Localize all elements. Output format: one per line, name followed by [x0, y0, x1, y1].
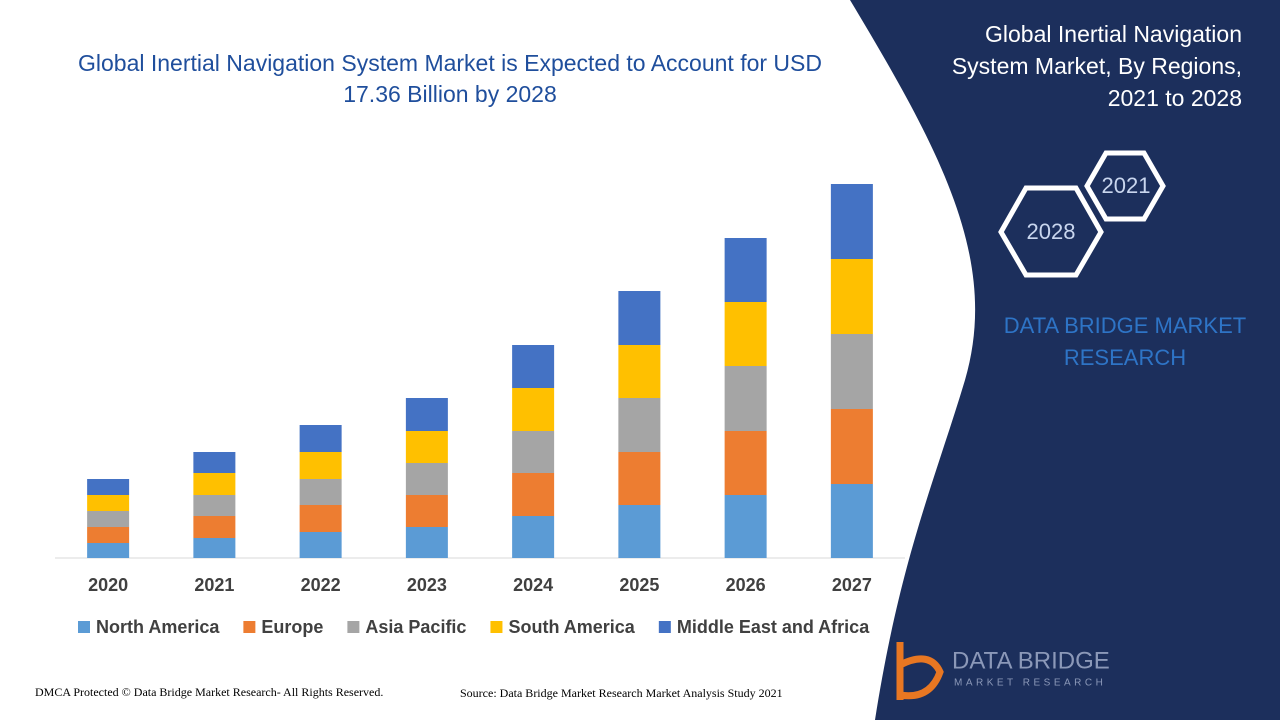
legend-label: North America [96, 617, 220, 637]
chart-title: Global Inertial Navigation System Market… [78, 50, 822, 107]
legend-label: Middle East and Africa [677, 617, 870, 637]
bar-segment [618, 452, 661, 505]
logo-sub: MARKET RESEARCH [954, 678, 1106, 689]
legend-label: Asia Pacific [365, 617, 466, 637]
copyright: DMCA Protected © Data Bridge Market Rese… [35, 685, 383, 699]
bar-segment [193, 516, 236, 538]
bar-segment [87, 479, 130, 495]
legend-swatch [78, 621, 90, 633]
x-tick-label: 2020 [88, 575, 128, 595]
side-panel [850, 0, 1280, 720]
bar-segment [830, 334, 873, 409]
x-tick-label: 2023 [407, 575, 447, 595]
bar-segment [512, 473, 555, 516]
bar-segment [405, 495, 448, 527]
bar-segment [87, 527, 130, 543]
bar-segment [830, 409, 873, 484]
source: Source: Data Bridge Market Research Mark… [460, 686, 783, 700]
x-tick-label: 2026 [726, 575, 766, 595]
plot: 2020 2021 2022 2023 2024 2025 2026 2027 [87, 184, 873, 595]
legend: North America Europe Asia Pacific South Ame… [78, 617, 870, 637]
legend-swatch [243, 621, 256, 633]
brand-box: DATA BRIDGE MARKET RESEARCH [1003, 313, 1247, 370]
hexagon [1084, 150, 1166, 222]
legend-label: Europe [261, 617, 323, 637]
bar-segment [405, 527, 448, 558]
bar-segment [724, 302, 767, 366]
x-tick-label: 2021 [194, 575, 234, 595]
title-box: Global Inertial Navigation System Market… [78, 50, 822, 107]
x-tick-label: 2022 [301, 575, 341, 595]
bar-segment [299, 452, 342, 479]
bar-segment [193, 452, 236, 473]
bar-segment [724, 366, 767, 431]
bar-segment [193, 538, 236, 558]
panel-title-box: Global Inertial Navigation System Market… [951, 21, 1242, 111]
bar-segment [830, 184, 873, 259]
logo-name: DATA BRIDGE [952, 647, 1110, 674]
bar-segment [512, 431, 555, 473]
bar-segment [724, 495, 767, 558]
legend-swatch [347, 621, 360, 633]
hex-label: 2028 [1027, 219, 1076, 244]
legend-swatch [490, 621, 503, 633]
bar-segment [724, 431, 767, 495]
bar-segment [193, 473, 236, 495]
bar-segment [405, 398, 448, 431]
bar-segment [724, 238, 767, 302]
bar-segment [299, 479, 342, 505]
bar-segment [87, 511, 130, 527]
bar-segment [830, 259, 873, 334]
bar-segment [830, 484, 873, 558]
legend-swatch [658, 621, 671, 633]
x-tick-label: 2025 [619, 575, 659, 595]
bar-segment [618, 345, 661, 398]
x-tick-label: 2027 [832, 575, 872, 595]
bar-segment [512, 345, 555, 388]
hexagon [998, 185, 1104, 278]
bar-segment [299, 425, 342, 452]
bar-segment [405, 431, 448, 463]
bar-segment [405, 463, 448, 495]
logo-mark [896, 642, 944, 700]
bar-segment [299, 532, 342, 558]
bar-segment [299, 505, 342, 532]
bar-segment [618, 505, 661, 558]
legend-label: South America [508, 617, 635, 637]
hex-label: 2021 [1102, 173, 1151, 198]
bar-segment [618, 398, 661, 452]
brand: DATA BRIDGE MARKET RESEARCH [1003, 313, 1247, 370]
bar-segment [87, 543, 130, 558]
bar-segment [193, 495, 236, 516]
panel-title: Global Inertial Navigation System Market… [951, 21, 1242, 111]
bar-segment [618, 291, 661, 345]
x-tick-label: 2024 [513, 575, 553, 595]
bar-segment [512, 388, 555, 431]
bar-segment [512, 516, 555, 558]
bar-segment [87, 495, 130, 511]
